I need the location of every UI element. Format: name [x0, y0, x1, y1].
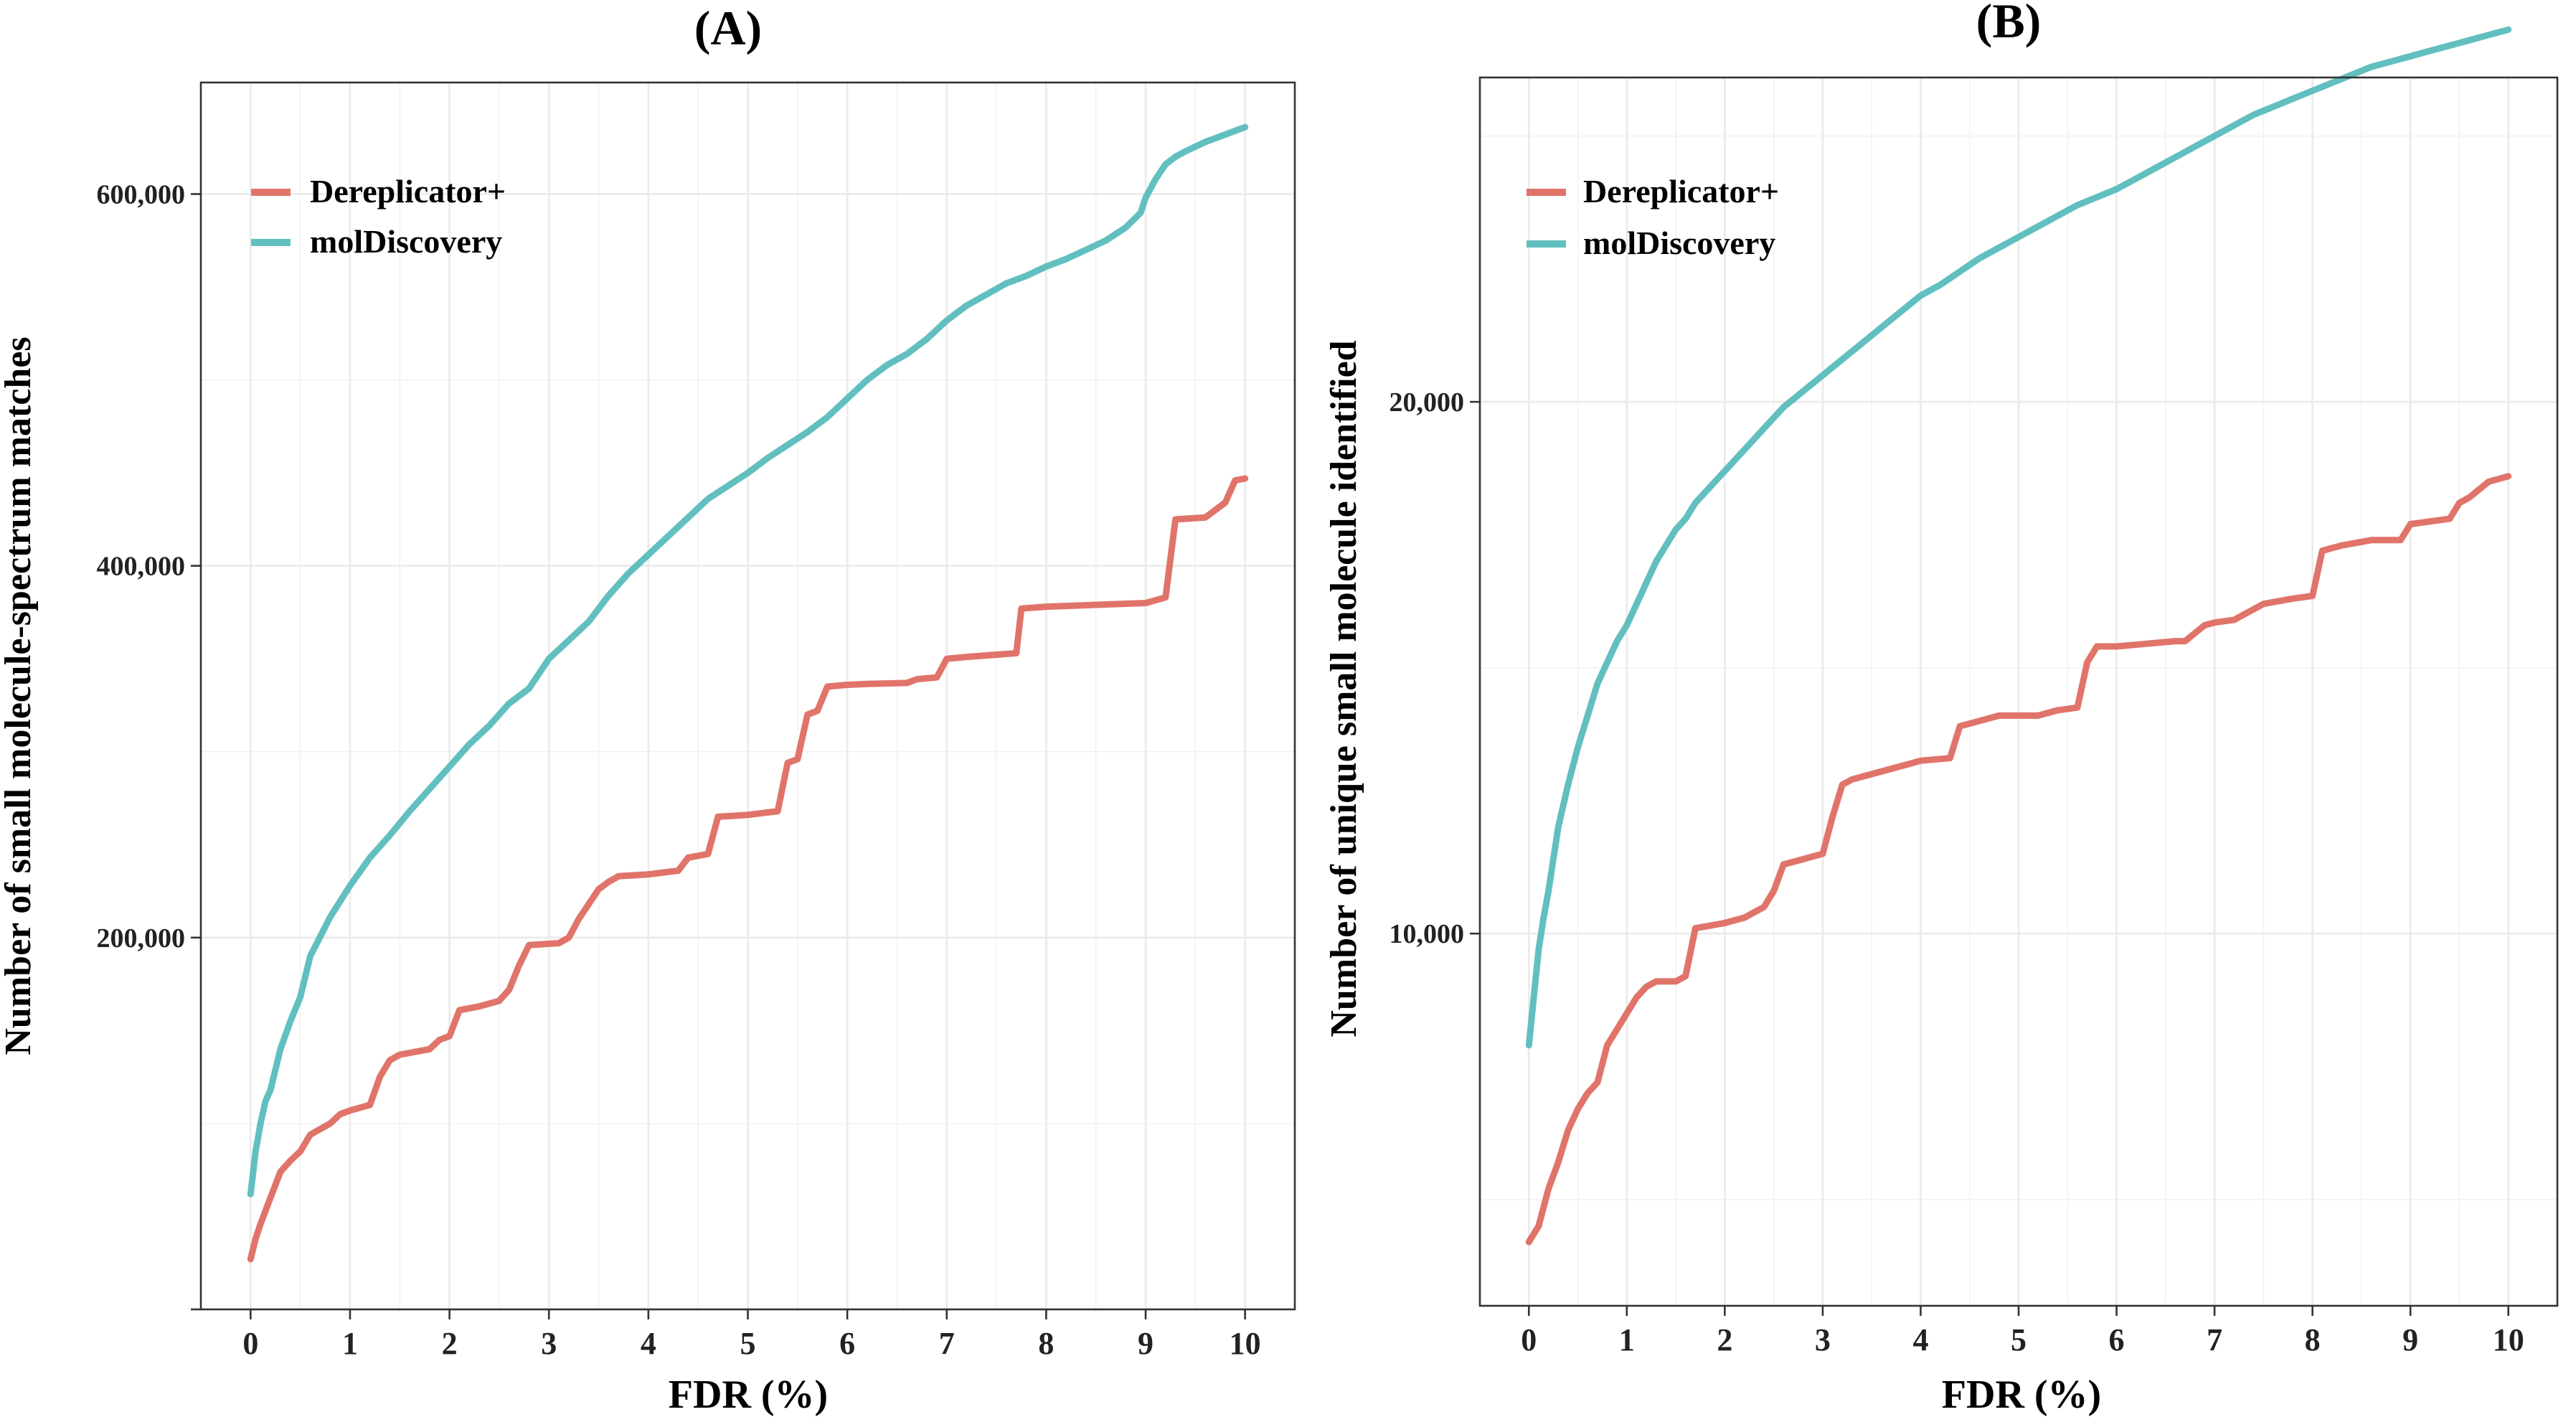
- legend-label-dereplicator: Dereplicator+: [310, 173, 506, 210]
- x-tick-label: 7: [2207, 1322, 2222, 1357]
- x-tick-label: 10: [2493, 1322, 2524, 1357]
- x-tick-label: 2: [442, 1326, 458, 1361]
- x-tick-label: 4: [641, 1326, 656, 1361]
- panel-a-axes: 0 1 2 3 4 5 6 7 8 9 10 200,000 400,000 600,000: [97, 179, 1261, 1361]
- x-tick-label: 4: [1912, 1322, 1928, 1357]
- panel-b-axes: 0 1 2 3 4 5 6 7 8 9 10 10,000 20,000: [1390, 387, 2524, 1357]
- x-tick-label: 1: [342, 1326, 358, 1361]
- y-tick-label: 400,000: [97, 552, 186, 582]
- x-tick-label: 3: [1815, 1322, 1831, 1357]
- x-tick-label: 10: [1230, 1326, 1261, 1361]
- legend-label-moldiscovery: molDiscovery: [310, 223, 502, 260]
- x-tick-label: 9: [1138, 1326, 1153, 1361]
- x-tick-label: 1: [1619, 1322, 1635, 1357]
- y-tick-label: 10,000: [1390, 919, 1465, 949]
- x-tick-label: 0: [242, 1326, 258, 1361]
- panel-a-lines: [247, 123, 1249, 1263]
- panel-a-y-axis-title: Number of small molecule-spectrum matche…: [0, 336, 39, 1055]
- panel-a-x-axis-title: FDR (%): [669, 1373, 828, 1417]
- legend-label-dereplicator: Dereplicator+: [1583, 173, 1779, 210]
- panel-a-legend: Dereplicator+ molDiscovery: [251, 173, 506, 260]
- x-tick-label: 8: [1038, 1326, 1054, 1361]
- panel-a-grid: [201, 83, 1295, 1311]
- x-tick-label: 3: [541, 1326, 557, 1361]
- y-tick-label: 20,000: [1390, 387, 1465, 418]
- y-tick-label: 600,000: [97, 179, 186, 210]
- x-tick-label: 7: [939, 1326, 955, 1361]
- x-tick-label: 0: [1521, 1322, 1537, 1357]
- y-tick-label: 200,000: [97, 923, 186, 954]
- legend-label-moldiscovery: molDiscovery: [1583, 225, 1775, 261]
- x-tick-label: 6: [2109, 1322, 2125, 1357]
- panel-b-legend: Dereplicator+ molDiscovery: [1527, 173, 1779, 261]
- x-tick-label: 5: [2011, 1322, 2027, 1357]
- x-tick-label: 6: [839, 1326, 855, 1361]
- panel-a-title: (A): [694, 1, 762, 55]
- x-tick-label: 9: [2402, 1322, 2418, 1357]
- panel-b-y-axis-title: Number of unique small molecule identifi…: [1324, 340, 1364, 1037]
- x-tick-label: 2: [1717, 1322, 1732, 1357]
- series-line-dereplicator: [247, 475, 1249, 1263]
- panel-b: (B) 0 1 2 3 4 5 6 7 8 9 10 10,000 20,000 Dereplicato…: [1324, 0, 2559, 1417]
- panel-b-x-axis-title: FDR (%): [1942, 1373, 2101, 1417]
- series-line-dereplicator: [1525, 473, 2512, 1246]
- x-tick-label: 8: [2305, 1322, 2321, 1357]
- series-line-moldiscovery: [247, 123, 1249, 1197]
- panel-b-title: (B): [1976, 0, 2042, 48]
- panel-b-lines: [1525, 26, 2512, 1246]
- x-tick-label: 5: [740, 1326, 756, 1361]
- panel-a: (A) 0 1 2 3 4 5 6 7 8 9 10 200,000 400,000 600,000 De…: [0, 1, 1296, 1417]
- series-line-moldiscovery: [1525, 26, 2512, 1049]
- panel-b-grid: [1480, 77, 2557, 1306]
